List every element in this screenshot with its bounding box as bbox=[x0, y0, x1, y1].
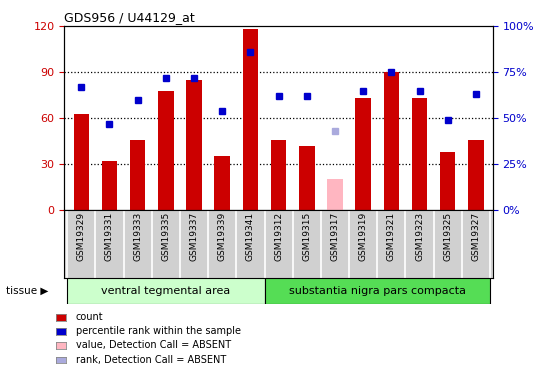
Text: percentile rank within the sample: percentile rank within the sample bbox=[76, 326, 241, 336]
Bar bbox=[186, 80, 202, 210]
Text: GSM19341: GSM19341 bbox=[246, 212, 255, 261]
Bar bbox=[384, 72, 399, 210]
Text: tissue ▶: tissue ▶ bbox=[6, 286, 48, 296]
Bar bbox=[356, 98, 371, 210]
Text: rank, Detection Call = ABSENT: rank, Detection Call = ABSENT bbox=[76, 355, 226, 364]
Text: GSM19323: GSM19323 bbox=[415, 212, 424, 261]
Text: count: count bbox=[76, 312, 103, 322]
Text: GSM19339: GSM19339 bbox=[218, 212, 227, 261]
Text: GSM19315: GSM19315 bbox=[302, 212, 311, 261]
Text: GDS956 / U44129_at: GDS956 / U44129_at bbox=[64, 11, 195, 24]
Text: value, Detection Call = ABSENT: value, Detection Call = ABSENT bbox=[76, 340, 231, 350]
Bar bbox=[242, 29, 258, 210]
Bar bbox=[264, 278, 490, 304]
Bar bbox=[73, 114, 89, 210]
Bar bbox=[468, 140, 484, 210]
Bar bbox=[102, 161, 117, 210]
Bar bbox=[214, 156, 230, 210]
Text: GSM19333: GSM19333 bbox=[133, 212, 142, 261]
Bar bbox=[412, 98, 427, 210]
Text: GSM19335: GSM19335 bbox=[161, 212, 170, 261]
Bar bbox=[130, 140, 146, 210]
Text: ventral tegmental area: ventral tegmental area bbox=[101, 286, 231, 296]
Text: GSM19337: GSM19337 bbox=[189, 212, 199, 261]
Text: substantia nigra pars compacta: substantia nigra pars compacta bbox=[289, 286, 466, 296]
Text: GSM19327: GSM19327 bbox=[472, 212, 480, 261]
Text: GSM19317: GSM19317 bbox=[330, 212, 339, 261]
Text: GSM19319: GSM19319 bbox=[358, 212, 368, 261]
Bar bbox=[327, 179, 343, 210]
Text: GSM19321: GSM19321 bbox=[387, 212, 396, 261]
Text: GSM19329: GSM19329 bbox=[77, 212, 86, 261]
Text: GSM19325: GSM19325 bbox=[443, 212, 452, 261]
Bar bbox=[67, 278, 264, 304]
Text: GSM19312: GSM19312 bbox=[274, 212, 283, 261]
Bar bbox=[158, 91, 174, 210]
Text: GSM19331: GSM19331 bbox=[105, 212, 114, 261]
Bar bbox=[299, 146, 315, 210]
Bar bbox=[271, 140, 286, 210]
Bar bbox=[440, 152, 455, 210]
